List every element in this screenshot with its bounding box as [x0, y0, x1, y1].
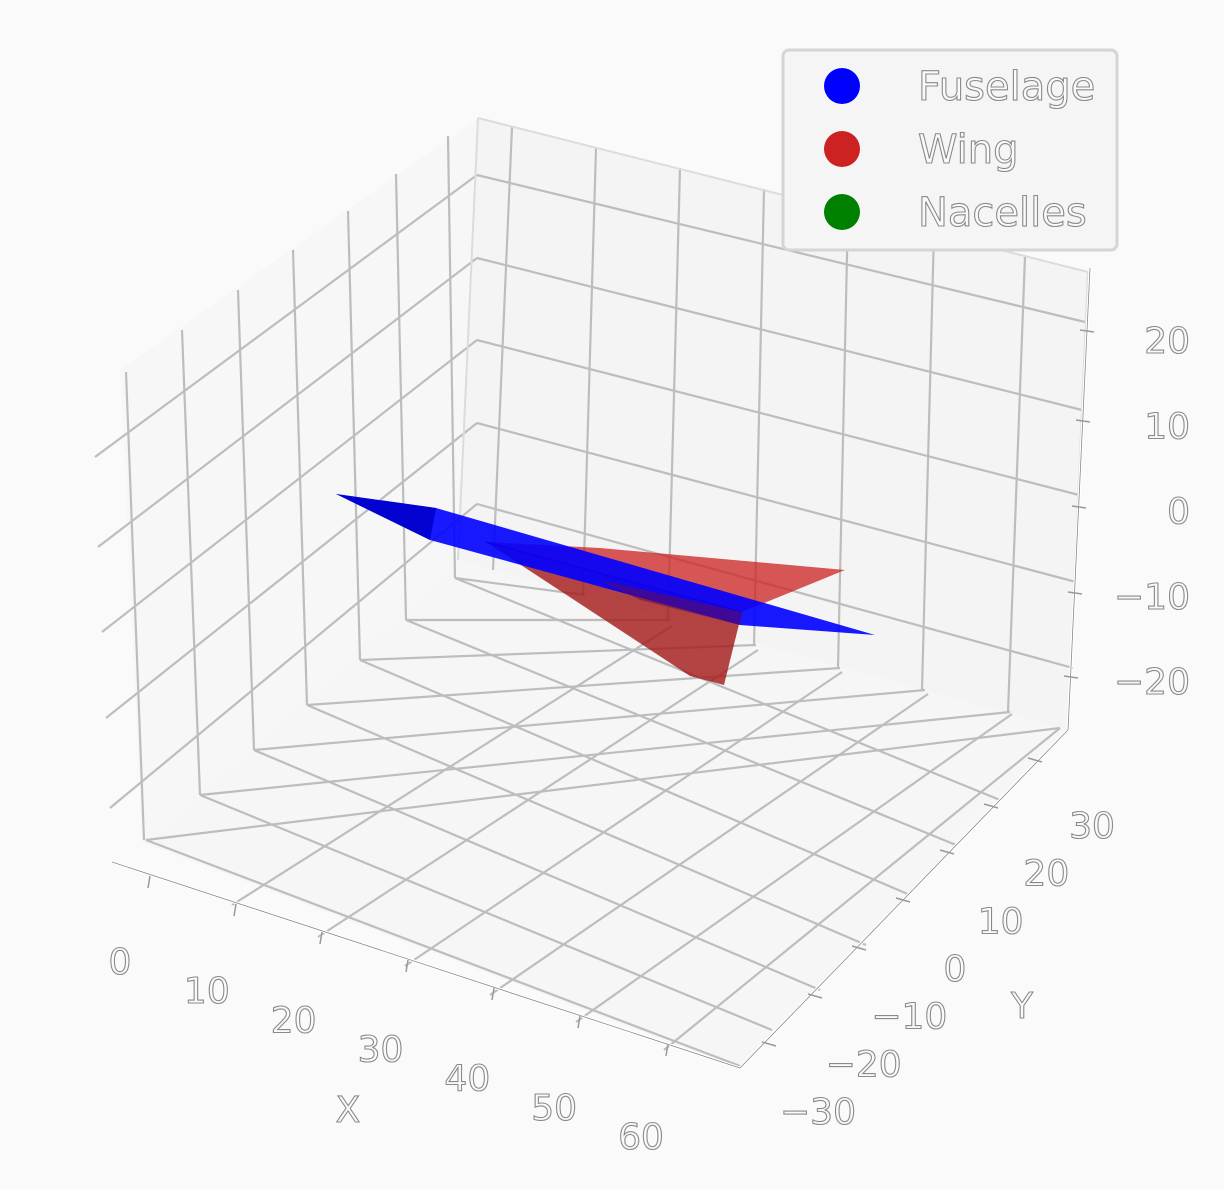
x-tick-label: 10 [184, 971, 230, 1012]
legend-label: Nacelles [918, 190, 1087, 236]
y-tick-label: 30 [1069, 806, 1115, 847]
z-tick-labels: −20 −10 0 10 20 [1113, 320, 1190, 703]
tick-marks [147, 329, 1095, 1057]
wing-under-fuselage [600, 580, 742, 625]
x-tick-label: 60 [618, 1117, 664, 1158]
legend-marker [824, 194, 860, 230]
x-tick-label: 30 [358, 1030, 404, 1071]
y-tick-label: 20 [1023, 854, 1069, 895]
legend-marker [824, 131, 860, 167]
y-tick-label: 0 [944, 949, 967, 990]
fuselage-surface [336, 494, 875, 635]
legend-marker [824, 68, 860, 104]
y-tick-label: −20 [826, 1044, 902, 1085]
z-tick-label: −20 [1114, 662, 1190, 703]
y-tick-label: 10 [978, 901, 1024, 942]
z-tick-label: 0 [1167, 492, 1190, 533]
floor-pane [142, 560, 1068, 1068]
z-tick-label: −10 [1114, 577, 1190, 618]
grid-lines [94, 126, 1086, 1068]
legend-label: Fuselage [918, 64, 1095, 110]
z-tick-label: 10 [1144, 406, 1190, 447]
x-axis-title: X [336, 1090, 361, 1131]
fuselage-plate [336, 494, 875, 635]
x-tick-label: 20 [271, 1000, 317, 1041]
fuselage-nose [336, 494, 436, 540]
x-tick-label: 40 [444, 1059, 490, 1100]
legend-items: Fuselage Wing Nacelles [824, 63, 1096, 237]
legend-box [781, 48, 1119, 252]
z-tick-label: 20 [1144, 321, 1190, 362]
y-tick-label: −10 [871, 997, 947, 1038]
wing-lower-panel [486, 542, 742, 685]
y-axis-title: Y [1010, 986, 1034, 1027]
axis-lines-outline [111, 267, 1091, 1069]
wing-overlap [600, 580, 742, 625]
y-tick-label: −30 [780, 1092, 856, 1133]
x-tick-label: 0 [109, 942, 132, 983]
x-tick-labels: 0 10 20 30 40 50 60 [108, 941, 664, 1158]
legend: Fuselage Wing Nacelles [781, 48, 1119, 252]
legend-label: Wing [918, 127, 1019, 173]
x-tick-label: 50 [531, 1088, 577, 1129]
